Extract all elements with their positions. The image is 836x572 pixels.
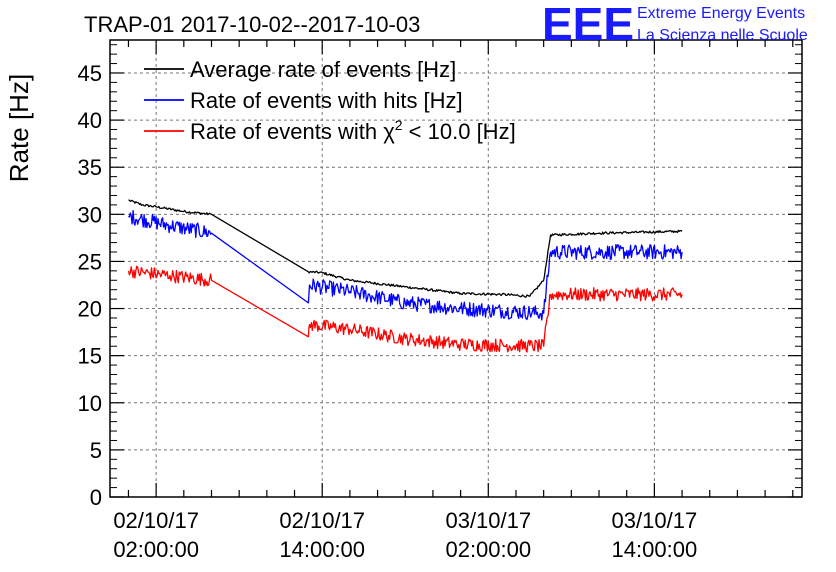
y-tick-label: 0 [90, 485, 102, 510]
y-tick-label: 5 [90, 438, 102, 463]
plot-frame [109, 39, 803, 498]
grid-lines [110, 40, 802, 497]
chart-title: TRAP-01 2017-10-02--2017-10-03 [84, 12, 420, 37]
y-tick-label: 15 [78, 344, 102, 369]
legend-entry-2: Rate of events with hits [Hz] [190, 88, 463, 113]
x-tick-label-date: 03/10/17 [445, 508, 531, 533]
series-line-3 [127, 265, 683, 353]
series-line-1 [128, 199, 683, 298]
x-axis: 02/10/17 02:00:00 02/10/17 14:00:00 03/10/17… [113, 40, 794, 562]
x-tick-label-date: 03/10/17 [612, 508, 698, 533]
legend-entry-3: Rate of events with χ2 < 10.0 [Hz] [190, 117, 516, 144]
legend: Average rate of events [Hz] Rate of event… [144, 57, 516, 144]
y-tick-label: 10 [78, 391, 102, 416]
y-tick-label: 30 [78, 202, 102, 227]
y-tick-label: 25 [78, 249, 102, 274]
y-axis-label: Rate [Hz] [4, 74, 34, 182]
series-group [127, 199, 683, 353]
y-axis: 0 5 10 15 20 25 30 35 40 45 [78, 44, 802, 510]
x-tick-label-time: 02:00:00 [445, 537, 531, 562]
logo-line-2: La Scienza nelle Scuole [637, 27, 808, 44]
logo-line-1: Extreme Energy Events [637, 5, 805, 22]
x-tick-label-time: 14:00:00 [612, 537, 698, 562]
series-line-2 [128, 209, 683, 321]
x-tick-label-time: 02:00:00 [113, 537, 199, 562]
y-tick-label: 35 [78, 155, 102, 180]
y-tick-label: 20 [78, 297, 102, 322]
legend-entry-1: Average rate of events [Hz] [190, 57, 456, 82]
eee-logo: EEE Extreme Energy Events La Scienza nel… [542, 0, 808, 50]
x-tick-label-date: 02/10/17 [279, 508, 365, 533]
x-tick-label-date: 02/10/17 [113, 508, 199, 533]
y-tick-label: 45 [78, 61, 102, 86]
y-tick-label: 40 [78, 108, 102, 133]
x-tick-label-time: 14:00:00 [279, 537, 365, 562]
logo-mark: EEE [542, 0, 634, 50]
